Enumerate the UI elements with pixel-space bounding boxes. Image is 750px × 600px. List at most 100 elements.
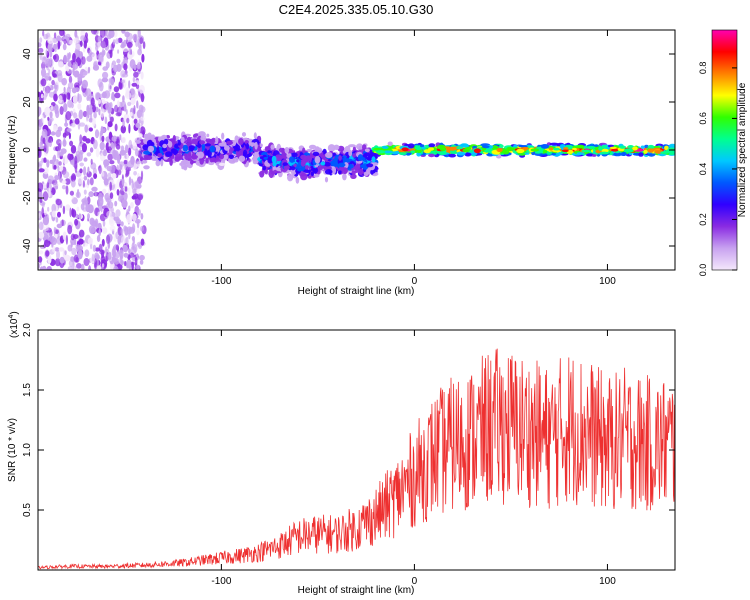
spectrogram-blob xyxy=(56,223,63,229)
spectrogram-blob xyxy=(126,226,132,235)
spectrogram-blob xyxy=(38,124,42,131)
spectrogram-blob xyxy=(668,143,675,149)
spectrogram-blob xyxy=(48,187,51,198)
spectrogram-blob xyxy=(92,244,97,252)
spectrogram-blob xyxy=(302,147,306,154)
spectrogram-blob xyxy=(98,164,102,175)
spectrogram-blob xyxy=(598,146,603,151)
spectrogram-blob xyxy=(136,109,142,119)
spectrogram-blob xyxy=(140,238,145,246)
spectrogram-blob xyxy=(40,78,47,87)
svg-text:(x104): (x104) xyxy=(8,311,20,338)
x-tick-label: -100 xyxy=(211,576,231,587)
spectrogram-blob xyxy=(105,61,110,69)
spectrogram-blob xyxy=(190,159,194,165)
spectrogram-blob xyxy=(131,236,135,242)
spectrogram-blob xyxy=(109,216,114,224)
spectrogram-blob xyxy=(74,118,80,125)
spectrogram-blob xyxy=(107,146,113,151)
spectrogram-blob xyxy=(52,182,59,188)
spectrogram-blob xyxy=(42,30,45,37)
spectrogram-blob xyxy=(284,147,290,154)
spectrogram-blob xyxy=(100,108,105,118)
spectrogram-blob xyxy=(121,235,127,245)
spectrogram-blob xyxy=(62,102,68,113)
spectrogram-blob xyxy=(137,194,143,201)
spectrogram-blob xyxy=(95,147,100,158)
spectrogram-blob xyxy=(55,216,59,223)
colorbar-ticks: 0.0 0.2 0.4 0.6 0.8 xyxy=(698,62,737,276)
spectrogram-blob xyxy=(133,118,138,125)
spectrogram-blob xyxy=(63,54,68,64)
spectrogram-blob xyxy=(592,154,597,157)
spectrogram-blob xyxy=(83,157,88,162)
spectrogram-blob xyxy=(130,88,136,99)
spectrogram-blob xyxy=(121,41,125,48)
spectrogram-blob xyxy=(135,160,142,165)
spectrogram-blob xyxy=(108,82,112,92)
spectrogram-blob xyxy=(181,166,187,170)
spectrogram-blob xyxy=(58,95,63,104)
spectrogram-blob xyxy=(53,154,57,162)
spectrogram-blob xyxy=(132,223,136,234)
spectrogram-blob xyxy=(120,221,124,227)
spectrogram-blob xyxy=(43,236,47,241)
spectrogram-blob xyxy=(132,141,137,150)
spectrogram-blob xyxy=(50,131,56,136)
page-title: C2E4.2025.335.05.10.G30 xyxy=(279,2,434,17)
spectrogram-blob xyxy=(108,113,112,119)
spectrogram-blob xyxy=(289,156,295,163)
spectrogram-blob xyxy=(300,172,308,181)
spectrogram-blob xyxy=(313,173,320,178)
spectrogram-blob xyxy=(45,250,50,257)
spectrogram-blob xyxy=(94,258,97,268)
spectrogram-blob xyxy=(73,70,80,78)
y-tick-label: -20 xyxy=(22,190,33,205)
spectrogram-blob xyxy=(162,143,168,149)
spectrogram-blob xyxy=(640,145,645,149)
spectrogram-blob xyxy=(122,73,129,78)
spectrogram-blob xyxy=(382,150,393,154)
spectrogram-blob xyxy=(381,145,389,149)
spectrogram-blob xyxy=(482,145,490,149)
spectrogram-blob xyxy=(456,146,464,150)
spectrogram-blob xyxy=(46,159,50,168)
spectrogram-blob xyxy=(167,141,173,148)
spectrogram-blob xyxy=(143,134,148,139)
spectrogram-blob xyxy=(38,191,43,199)
spectrogram-blob xyxy=(87,107,93,115)
spectrogram-blob xyxy=(139,254,145,261)
spectrogram-blob xyxy=(96,235,101,242)
spectrogram-blob xyxy=(644,144,649,149)
spectrogram-blob xyxy=(209,145,216,153)
spectrogram-blob xyxy=(53,43,57,50)
spectrogram-blob xyxy=(105,234,111,244)
spectrogram-blob xyxy=(124,261,127,267)
spectrogram-blob xyxy=(348,144,356,148)
spectrogram-blob xyxy=(68,39,73,45)
spectrogram-blob xyxy=(43,157,47,163)
spectrogram-blob xyxy=(38,168,45,173)
spectrogram-blob xyxy=(111,173,117,179)
colorbar-frame xyxy=(711,29,738,271)
spectrogram-blob xyxy=(320,161,326,166)
spectrogram-blob xyxy=(253,132,257,139)
spectrogram-blob xyxy=(78,229,85,238)
spectrogram-blob xyxy=(540,144,550,149)
spectrogram-blob xyxy=(139,259,144,265)
spectrogram-blob xyxy=(61,185,67,190)
snr-xlabel: Height of straight line (km) xyxy=(298,585,415,596)
spectrogram-blob xyxy=(170,154,175,159)
spectrogram-blob xyxy=(114,258,120,265)
spectrogram-blob xyxy=(308,144,317,150)
spectrogram-blob xyxy=(147,145,155,153)
spectrogram-blob xyxy=(117,169,122,176)
spectrogram-blob xyxy=(303,169,311,173)
spectrogram-blob xyxy=(92,117,96,127)
spectrogram-blob xyxy=(99,249,105,255)
spectrogram-blob xyxy=(72,94,78,105)
snr-series-line xyxy=(38,348,675,570)
spectrogram-blob xyxy=(253,154,258,161)
spectrogram-blob xyxy=(369,149,374,157)
y-tick-label: -40 xyxy=(22,238,33,253)
